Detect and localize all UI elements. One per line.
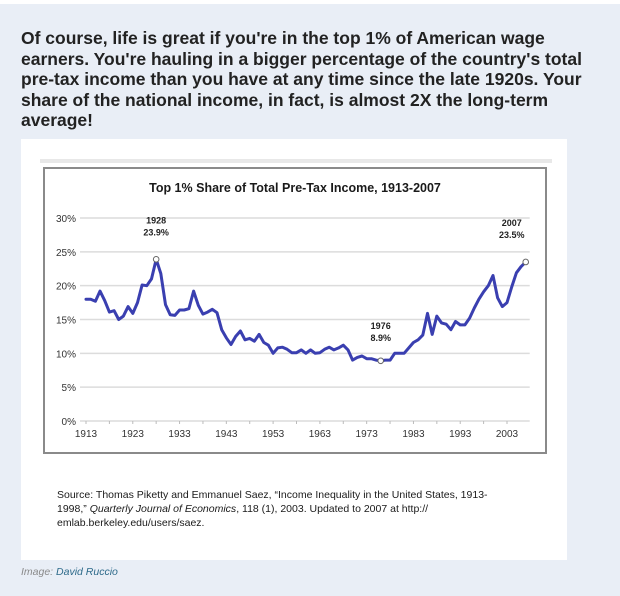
credit-label: Image: bbox=[21, 566, 54, 578]
chart-frame: Top 1% Share of Total Pre-Tax Income, 19… bbox=[43, 167, 547, 454]
x-tick-label: 1943 bbox=[215, 429, 238, 440]
x-tick-label: 1933 bbox=[168, 429, 191, 440]
chart-title: Top 1% Share of Total Pre-Tax Income, 19… bbox=[149, 181, 441, 195]
y-tick-label: 25% bbox=[56, 248, 76, 259]
line-chart: 0% 5% 10% 15% 20% 25% 30% 1913 1923 1933 1943 1953 1… bbox=[56, 214, 530, 440]
annotation-marker bbox=[377, 357, 385, 365]
figure-top-bar bbox=[40, 159, 552, 163]
x-tick-label: 1913 bbox=[75, 429, 98, 440]
y-tick-label: 10% bbox=[56, 349, 76, 360]
annotation-year: 2007 bbox=[502, 218, 522, 228]
x-tick-label: 1983 bbox=[402, 429, 425, 440]
source-prefix: Source: Thomas Piketty and Emmanuel Saez… bbox=[57, 489, 488, 515]
credit-author-link[interactable]: David Ruccio bbox=[56, 566, 118, 578]
x-tick-label: 2003 bbox=[496, 429, 519, 440]
annotation-year: 1976 bbox=[371, 321, 391, 331]
annotation-marker bbox=[522, 258, 530, 266]
x-tick-label: 1973 bbox=[356, 429, 379, 440]
y-tick-label: 20% bbox=[56, 282, 76, 293]
x-tick-label: 1963 bbox=[309, 429, 332, 440]
annotation-year: 1928 bbox=[146, 215, 166, 225]
intro-paragraph: Of course, life is great if you're in th… bbox=[21, 28, 582, 130]
annotation-value: 23.5% bbox=[499, 230, 525, 240]
y-tick-label: 30% bbox=[56, 214, 76, 225]
source-suffix: , 118 (1), 2003. Updated to 2007 at http… bbox=[57, 503, 429, 529]
annotation-value: 8.9% bbox=[370, 333, 391, 343]
y-tick-label: 5% bbox=[62, 383, 77, 394]
x-tick-label: 1953 bbox=[262, 429, 285, 440]
source-journal: Quarterly Journal of Economics bbox=[89, 503, 237, 515]
y-tick-label: 0% bbox=[62, 417, 77, 428]
x-tick-label: 1923 bbox=[122, 429, 145, 440]
figure-panel: Top 1% Share of Total Pre-Tax Income, 19… bbox=[21, 139, 567, 560]
y-tick-label: 15% bbox=[56, 316, 76, 327]
source-citation: Source: Thomas Piketty and Emmanuel Saez… bbox=[57, 488, 507, 530]
annotation-marker bbox=[152, 255, 160, 263]
series-line bbox=[84, 257, 528, 363]
x-tick-label: 1993 bbox=[449, 429, 472, 440]
image-credit: Image: David Ruccio bbox=[21, 566, 118, 578]
page-top-strip bbox=[0, 0, 620, 4]
annotation-value: 23.9% bbox=[143, 227, 169, 237]
